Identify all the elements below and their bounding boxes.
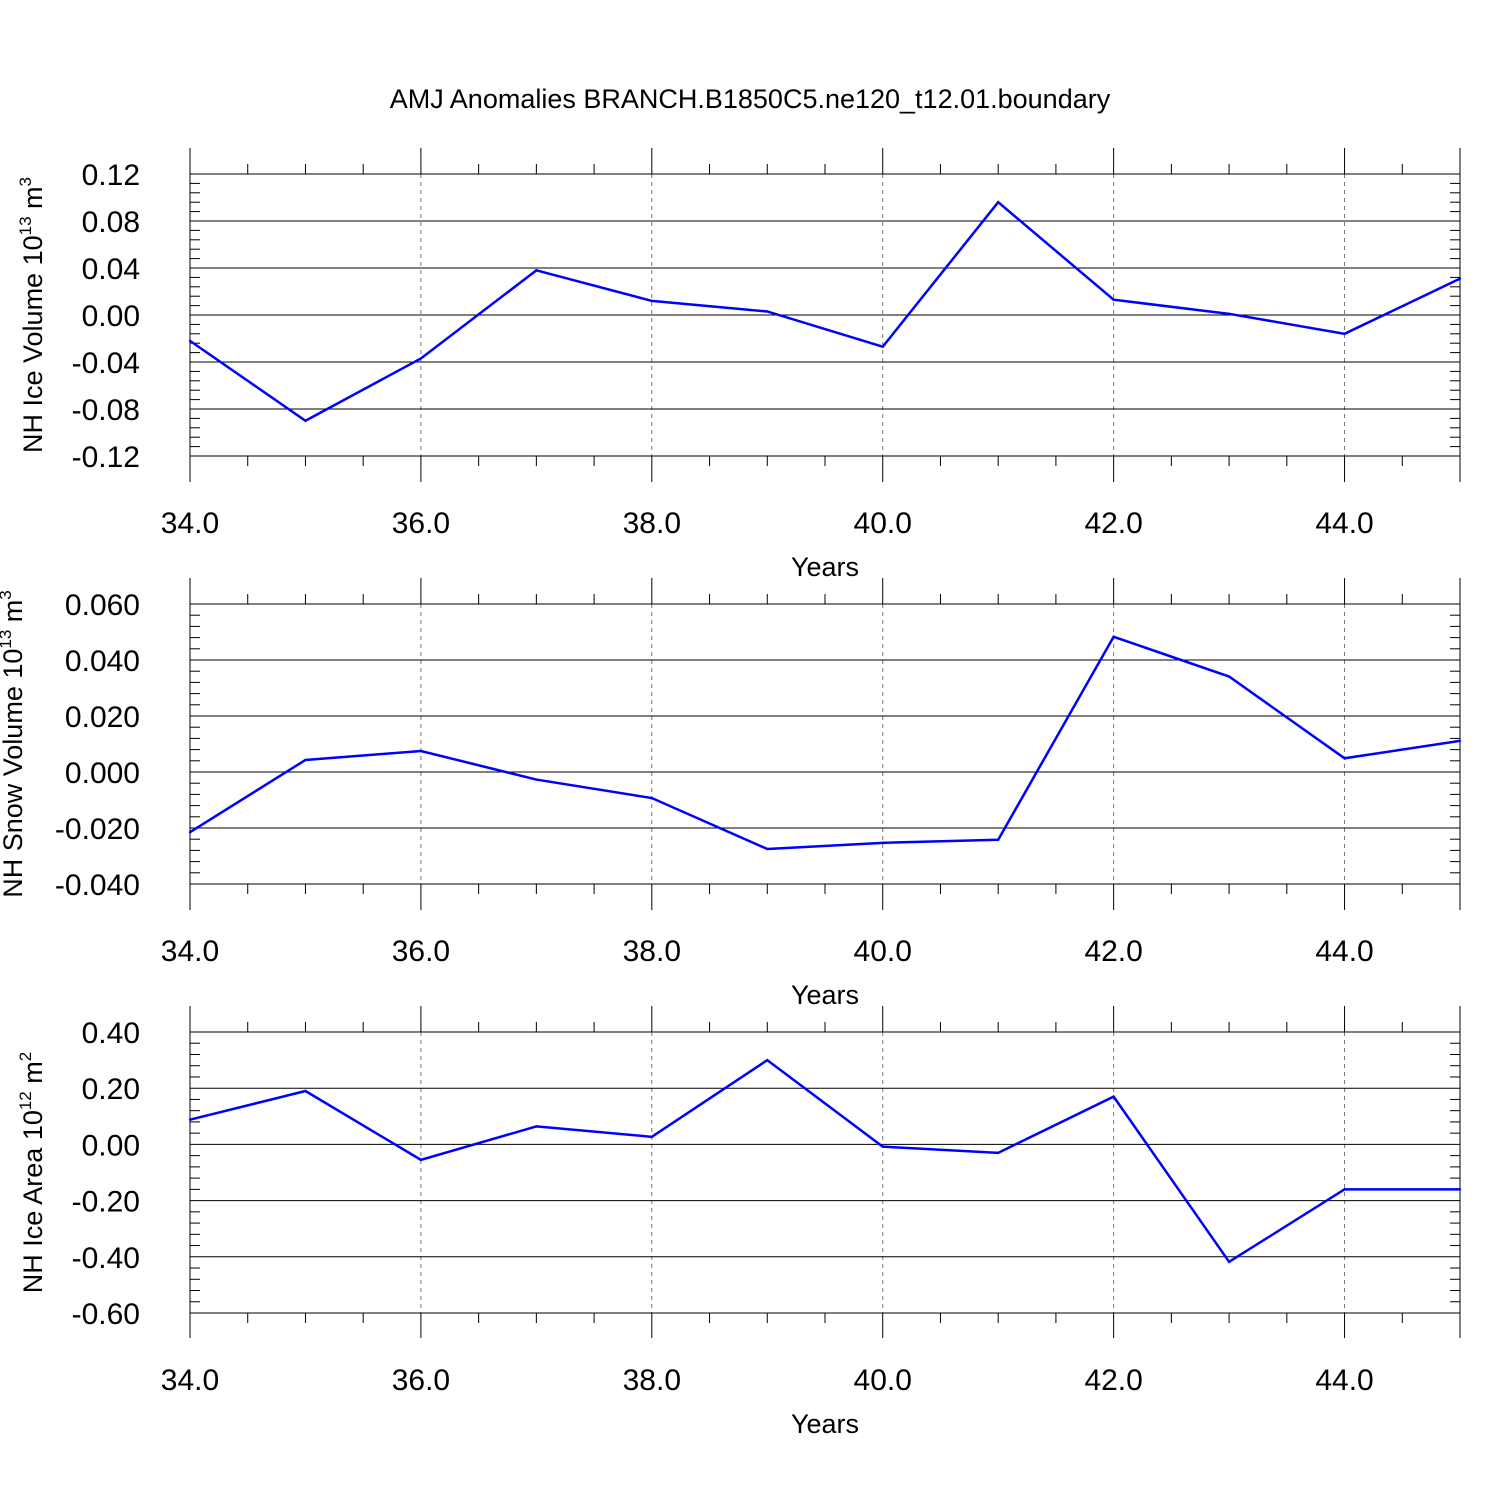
y-tick-label: 0.00 — [82, 1129, 140, 1162]
data-point — [650, 796, 654, 800]
x-tick-label: 42.0 — [1084, 1364, 1142, 1397]
x-tick-label: 36.0 — [392, 935, 450, 968]
y-axis-label-part: 13 — [0, 630, 15, 649]
data-point — [419, 749, 423, 753]
data-point — [419, 1158, 423, 1162]
y-tick-label: 0.40 — [82, 1017, 140, 1050]
data-point — [535, 778, 538, 781]
y-tick-label: 0.060 — [65, 589, 140, 622]
y-tick-label: 0.000 — [65, 757, 140, 790]
x-tick-label: 36.0 — [392, 507, 450, 540]
y-tick-label: -0.12 — [72, 441, 140, 474]
y-tick-label: -0.40 — [72, 1242, 140, 1275]
data-point — [304, 419, 307, 422]
x-tick-label: 40.0 — [854, 1364, 912, 1397]
y-axis-label-part: NH Ice Area 10 — [18, 1110, 48, 1293]
y-tick-label: -0.60 — [72, 1298, 140, 1331]
y-axis-label-part: m — [18, 186, 48, 216]
y-tick-label: -0.020 — [55, 813, 140, 846]
y-tick-label: 0.08 — [82, 206, 140, 239]
chart-panel-2: 34.0 36.0 38.0 40.0 42.0 44.0 -0.040 -0.020 0.00… — [0, 578, 1462, 1010]
x-tick-label: 40.0 — [854, 507, 912, 540]
chart-panel-1: 34.0 36.0 38.0 40.0 42.0 44.0 -0.12 -0.08 -0.04 0… — [16, 148, 1462, 582]
x-tick-label: 34.0 — [161, 1364, 219, 1397]
data-point — [1112, 635, 1115, 638]
y-tick-label: 0.04 — [82, 253, 140, 286]
y-tick-label: 0.20 — [82, 1073, 140, 1106]
y-axis-label-part: 3 — [16, 177, 35, 186]
data-point — [304, 758, 307, 762]
data-point — [881, 841, 884, 845]
data-point — [650, 1135, 654, 1139]
x-tick-label: 44.0 — [1315, 1364, 1373, 1397]
data-point — [1343, 757, 1346, 760]
data-point — [766, 1058, 769, 1062]
y-tick-label: -0.08 — [72, 394, 140, 427]
data-point — [535, 1125, 538, 1128]
x-tick-label: 34.0 — [161, 935, 219, 968]
x-tick-label: 44.0 — [1315, 935, 1373, 968]
y-axis-label: NH Snow Volume 1013 m3 — [0, 590, 28, 898]
data-point — [996, 201, 1000, 204]
data-point — [188, 339, 192, 343]
x-tick-label: 36.0 — [392, 1364, 450, 1397]
x-tick-label: 38.0 — [623, 1364, 681, 1397]
data-point — [881, 1145, 884, 1148]
x-tick-label: 34.0 — [161, 507, 219, 540]
data-point — [1112, 298, 1115, 301]
data-point — [1458, 1188, 1462, 1191]
data-point — [304, 1089, 307, 1093]
y-axis-label-part: NH Ice Volume 10 — [18, 235, 48, 453]
x-axis-label: Years — [791, 1409, 859, 1439]
data-point — [1343, 1188, 1346, 1191]
data-point — [996, 838, 1000, 841]
y-axis-label-part: 2 — [16, 1052, 35, 1061]
data-point — [188, 1118, 192, 1121]
data-point — [419, 357, 423, 360]
x-tick-label: 40.0 — [854, 935, 912, 968]
data-point — [1458, 739, 1462, 743]
data-point — [650, 299, 654, 303]
data-point — [1458, 277, 1462, 280]
y-tick-label: 0.020 — [65, 701, 140, 734]
x-tick-label: 42.0 — [1084, 935, 1142, 968]
data-point — [1227, 1260, 1231, 1264]
y-tick-label: -0.040 — [55, 869, 140, 902]
series-line — [189, 1058, 1460, 1264]
series-line — [189, 200, 1461, 423]
x-tick-label: 42.0 — [1084, 507, 1142, 540]
data-point — [881, 345, 884, 348]
data-point — [766, 847, 769, 851]
y-axis-label-part: 3 — [0, 590, 15, 599]
data-point — [766, 310, 769, 313]
x-tick-label: 44.0 — [1315, 507, 1373, 540]
series-line — [189, 635, 1461, 851]
data-point — [188, 831, 192, 834]
y-tick-label: -0.20 — [72, 1186, 140, 1219]
figure-title: AMJ Anomalies BRANCH.B1850C5.ne120_t12.0… — [389, 84, 1111, 114]
y-tick-label: -0.04 — [72, 347, 140, 380]
data-point — [996, 1151, 1000, 1155]
y-tick-label: 0.00 — [82, 300, 140, 333]
y-axis-label-part: m — [0, 600, 28, 630]
chart-panel-3: 34.0 36.0 38.0 40.0 42.0 44.0 -0.60 -0.40 -0.20 0… — [16, 1006, 1462, 1439]
y-axis-label: NH Ice Area 1012 m2 — [16, 1052, 48, 1293]
y-axis-label-part: m — [18, 1061, 48, 1091]
data-point — [1112, 1095, 1115, 1098]
y-axis-label-part: 13 — [16, 216, 35, 235]
y-tick-label: 0.12 — [82, 159, 140, 192]
x-axis-label: Years — [791, 980, 859, 1010]
y-axis-label-part: NH Snow Volume 10 — [0, 649, 28, 898]
y-axis-label-part: 12 — [16, 1091, 35, 1110]
y-axis-label: NH Ice Volume 1013 m3 — [16, 177, 48, 453]
x-axis-label: Years — [791, 552, 859, 582]
y-tick-label: 0.040 — [65, 645, 140, 678]
data-point — [1227, 312, 1231, 316]
data-point — [1343, 332, 1346, 335]
x-tick-label: 38.0 — [623, 507, 681, 540]
data-point — [535, 269, 538, 272]
x-tick-label: 38.0 — [623, 935, 681, 968]
data-point — [1227, 675, 1231, 678]
